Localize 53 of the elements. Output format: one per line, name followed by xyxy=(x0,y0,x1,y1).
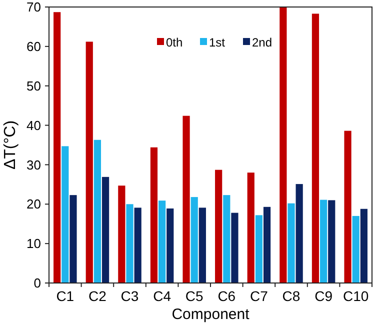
x-tick-label: C9 xyxy=(314,288,333,304)
bar xyxy=(296,184,303,283)
bar xyxy=(247,172,254,283)
bar xyxy=(126,204,134,283)
bar xyxy=(134,208,142,283)
x-tick-label: C10 xyxy=(343,288,369,304)
bar xyxy=(223,195,230,283)
y-tick-label: 50 xyxy=(26,78,41,94)
legend-label: 1st xyxy=(209,36,226,50)
x-tick-label: C3 xyxy=(120,288,139,304)
bar xyxy=(158,200,166,283)
bar xyxy=(215,170,222,283)
bar xyxy=(360,208,368,283)
bar xyxy=(94,140,102,283)
bar xyxy=(190,197,198,283)
y-tick-label: 10 xyxy=(26,236,41,252)
y-tick-label: 40 xyxy=(26,118,41,133)
y-axis-title: ΔT(°C) xyxy=(2,120,19,170)
x-tick-label: C5 xyxy=(185,288,204,304)
bar xyxy=(62,146,69,283)
y-tick-label: 70 xyxy=(26,0,41,15)
bar xyxy=(231,212,238,283)
bar xyxy=(312,14,320,283)
y-tick-label: 20 xyxy=(26,196,41,212)
bar xyxy=(118,186,126,283)
bar xyxy=(263,206,271,283)
bar xyxy=(102,176,110,283)
x-tick-label: C8 xyxy=(282,288,300,304)
legend-label: 0th xyxy=(166,36,183,50)
x-tick-label: C1 xyxy=(56,288,74,304)
bar xyxy=(280,7,287,283)
y-tick-label: 30 xyxy=(26,157,41,172)
bar xyxy=(198,208,206,283)
bar xyxy=(70,195,77,283)
x-axis-title: Component xyxy=(172,306,250,323)
bar xyxy=(320,200,328,283)
x-tick-label: C6 xyxy=(218,288,236,304)
bar xyxy=(328,200,336,283)
bar xyxy=(150,147,158,283)
bar xyxy=(288,203,295,283)
bar xyxy=(344,130,352,283)
y-tick-label: 60 xyxy=(26,38,41,54)
x-tick-label: C2 xyxy=(88,288,107,304)
x-tick-label: C4 xyxy=(153,288,172,304)
bar xyxy=(352,216,360,283)
legend-label: 2nd xyxy=(252,36,272,50)
bar xyxy=(182,116,190,283)
bar xyxy=(255,215,263,283)
x-tick-label: C7 xyxy=(250,288,268,304)
bar xyxy=(86,42,93,283)
bar xyxy=(54,12,61,283)
bar xyxy=(166,208,174,283)
y-tick-label: 0 xyxy=(34,276,41,291)
